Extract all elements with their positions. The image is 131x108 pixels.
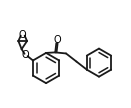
Text: O: O: [21, 50, 29, 60]
Text: O: O: [19, 30, 26, 40]
Text: O: O: [53, 35, 61, 45]
